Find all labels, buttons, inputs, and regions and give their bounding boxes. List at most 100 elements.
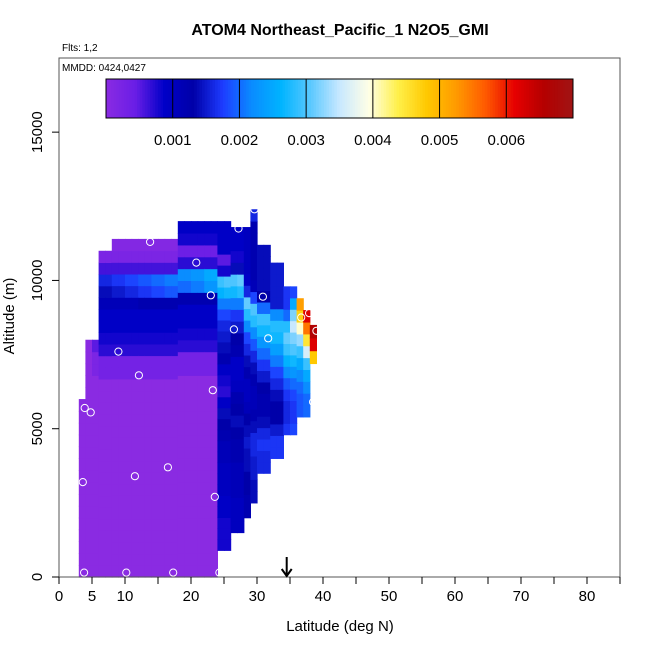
heatmap-cell (151, 518, 159, 531)
heatmap-cell (164, 565, 172, 578)
heatmap-cell (177, 422, 185, 436)
heatmap-cell (105, 332, 113, 345)
heatmap-cell (204, 351, 212, 365)
colorbar-segment (528, 79, 532, 118)
heatmap-cell (283, 366, 291, 379)
colorbar-segment (155, 79, 159, 118)
heatmap-cell (309, 337, 317, 352)
colorbar-segment (259, 79, 263, 118)
colorbar-segment (113, 79, 117, 118)
heatmap-cell (210, 422, 218, 436)
heatmap-cell (197, 268, 205, 282)
colorbar-segment (305, 79, 309, 118)
heatmap-cell (85, 387, 93, 400)
heatmap-cell (85, 565, 93, 578)
heatmap-cell (191, 304, 199, 317)
heatmap-cell (243, 354, 251, 368)
heatmap-cell (270, 446, 278, 459)
heatmap-cell (270, 354, 278, 367)
heatmap-cell (125, 297, 133, 310)
colorbar-tick-label: 0.003 (287, 132, 325, 149)
heatmap-cell (131, 250, 139, 263)
heatmap-cell (111, 262, 119, 275)
heatmap-cell (131, 285, 139, 298)
heatmap-cell (171, 378, 179, 392)
colorbar-segment (388, 79, 392, 118)
heatmap-cell (118, 565, 126, 578)
heatmap-cell (191, 470, 199, 483)
colorbar-segment (547, 79, 551, 118)
heatmap-cell (144, 343, 152, 357)
heatmap-cell (164, 518, 172, 531)
heatmap-cell (138, 507, 146, 520)
heatmap-cell (78, 505, 86, 519)
heatmap-cell (98, 332, 106, 345)
colorbar-segment (508, 79, 512, 118)
heatmap-cell (98, 530, 106, 543)
heatmap-cell (158, 472, 166, 485)
heatmap-cell (177, 482, 185, 495)
heatmap-cell (257, 427, 265, 440)
heatmap-cell (125, 518, 133, 531)
heatmap-cell (125, 437, 133, 450)
heatmap-cell (210, 316, 218, 329)
heatmap-cell (118, 390, 126, 403)
heatmap-cell (158, 250, 166, 263)
heatmap-cell (230, 227, 238, 240)
heatmap-cell (171, 483, 179, 496)
heatmap-cell (257, 313, 265, 326)
heatmap-cell (105, 274, 113, 287)
heatmap-cell (177, 375, 185, 388)
heatmap-cell (171, 542, 179, 555)
heatmap-cell (197, 458, 205, 471)
heatmap-cell (184, 505, 192, 519)
heatmap-cell (92, 541, 100, 554)
heatmap-cell (171, 448, 179, 462)
heatmap-cell (138, 332, 146, 345)
heatmap-cell (303, 357, 311, 370)
heatmap-cell (224, 275, 232, 288)
colorbar-segment (131, 79, 136, 118)
heatmap-cell (197, 553, 205, 566)
colorbar-segment (106, 79, 110, 118)
heatmap-cell (210, 553, 218, 566)
heatmap-cell (243, 320, 251, 333)
colorbar-segment (373, 79, 377, 118)
heatmap-cell (250, 267, 258, 281)
heatmap-cell (184, 482, 192, 495)
colorbar-segment (251, 79, 255, 118)
heatmap-cell (290, 389, 298, 402)
axes: 0 5 10 20 30 40 50 60 70 80 0 5000 10000 15000 (29, 57, 621, 605)
heatmap-cell (210, 529, 218, 543)
colorbar-segment (497, 79, 501, 118)
heatmap-cell (263, 244, 271, 257)
heatmap-cell (191, 280, 199, 293)
heatmap-cell (204, 410, 212, 424)
heatmap-cell (105, 413, 113, 427)
colorbar-segment (285, 79, 289, 118)
heatmap-cell (184, 422, 192, 436)
heatmap-cell (151, 565, 159, 578)
heatmap-cell (105, 553, 113, 566)
heatmap-cell (138, 378, 146, 392)
heatmap-cell (118, 507, 126, 520)
colorbar-segment (443, 79, 447, 118)
colorbar-segment (417, 79, 421, 118)
heatmap-cell (118, 332, 126, 345)
heatmap-cell (197, 244, 205, 258)
colorbar-segment (502, 79, 507, 118)
heatmap-cell (138, 437, 146, 450)
heatmap-cell (276, 400, 284, 413)
heatmap-cell (230, 415, 238, 428)
colorbar-segment (334, 79, 338, 118)
heatmap-cell (184, 434, 192, 448)
heatmap-cell (171, 262, 179, 275)
heatmap-cell (184, 553, 192, 566)
heatmap-cell (184, 221, 192, 234)
heatmap-cell (230, 403, 238, 416)
colorbar-segment (360, 79, 364, 118)
heatmap-cell (171, 367, 179, 380)
heatmap-cell (138, 425, 146, 438)
heatmap-cell (158, 297, 166, 310)
heatmap-cell (164, 402, 172, 415)
